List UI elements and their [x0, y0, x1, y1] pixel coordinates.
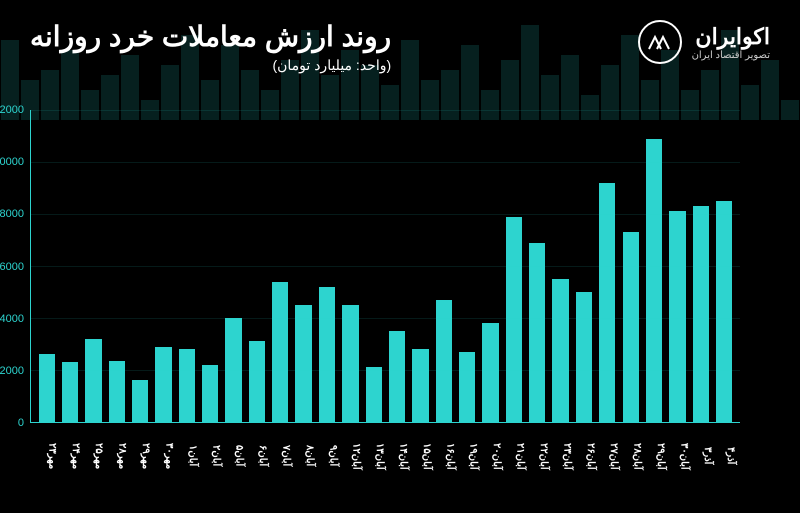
bar — [85, 339, 101, 422]
bar — [132, 380, 148, 422]
x-tick-label: آبان۵ — [221, 423, 244, 483]
bar — [366, 367, 382, 422]
bar — [482, 323, 498, 422]
x-tick-label: آبان۲۰ — [479, 423, 502, 483]
bar — [39, 354, 55, 422]
x-tick-label: آبان۳۰ — [666, 423, 689, 483]
x-tick-label: مهر۲۹ — [128, 423, 151, 483]
logo: اکوایران تصویر اقتصاد ایران — [638, 20, 770, 64]
chart-title: روند ارزش معاملات خرد روزانه — [30, 20, 391, 53]
bar — [669, 211, 685, 422]
x-tick-label: آذر۳ — [689, 423, 712, 483]
x-tick-label: مهر۲۵ — [81, 423, 104, 483]
x-tick-label: آبان۱۶ — [432, 423, 455, 483]
bar — [646, 139, 662, 422]
chart-subtitle: (واحد: میلیارد تومان) — [30, 57, 391, 74]
bar — [202, 365, 218, 422]
x-tick-label: آبان۶ — [245, 423, 268, 483]
bar — [179, 349, 195, 422]
x-tick-label: آبان۲۸ — [619, 423, 642, 483]
x-tick-label: آبان۱۵ — [409, 423, 432, 483]
x-tick-label: آبان۱۴ — [385, 423, 408, 483]
bar — [623, 232, 639, 422]
bar — [506, 217, 522, 422]
y-tick-label: 10000 — [0, 156, 24, 168]
x-axis: مهر۲۳مهر۲۴مهر۲۵مهر۲۸مهر۲۹مهر۳۰آبان۱آبان۲… — [30, 423, 740, 483]
x-tick-label: آبان۱ — [174, 423, 197, 483]
x-tick-label: آبان۲۱ — [502, 423, 525, 483]
bar — [576, 292, 592, 422]
x-tick-label: آبان۱۳ — [362, 423, 385, 483]
x-tick-label: آبان۷ — [268, 423, 291, 483]
bar — [155, 347, 171, 422]
x-tick-label: آبان۲۶ — [572, 423, 595, 483]
logo-tagline: تصویر اقتصاد ایران — [692, 50, 770, 61]
header: اکوایران تصویر اقتصاد ایران روند ارزش مع… — [0, 0, 800, 74]
y-tick-label: 6000 — [0, 261, 24, 273]
logo-icon — [638, 20, 682, 64]
x-tick-label: مهر۳۰ — [151, 423, 174, 483]
y-tick-label: 2000 — [0, 365, 24, 377]
x-tick-label: آبان۲۷ — [596, 423, 619, 483]
bar — [529, 243, 545, 422]
x-tick-label: مهر۲۳ — [34, 423, 57, 483]
logo-name: اکوایران — [692, 24, 770, 50]
x-tick-label: آبان۸ — [291, 423, 314, 483]
bar — [716, 201, 732, 422]
x-tick-label: آبان۲۲ — [526, 423, 549, 483]
y-axis: 020004000600080001000012000 — [0, 110, 30, 423]
x-tick-label: آبان۲ — [198, 423, 221, 483]
x-tick-label: مهر۲۴ — [57, 423, 80, 483]
y-tick-label: 4000 — [0, 313, 24, 325]
bar — [552, 279, 568, 422]
bar — [389, 331, 405, 422]
bar — [693, 206, 709, 422]
x-tick-label: مهر۲۸ — [104, 423, 127, 483]
bar — [599, 183, 615, 422]
y-tick-label: 12000 — [0, 104, 24, 116]
plot-area — [30, 110, 740, 423]
bar — [342, 305, 358, 422]
y-tick-label: 0 — [18, 417, 24, 429]
bar — [295, 305, 311, 422]
bar — [459, 352, 475, 422]
x-tick-label: آذر۴ — [713, 423, 736, 483]
x-tick-label: آبان۲۳ — [549, 423, 572, 483]
x-tick-label: آبان۲۹ — [643, 423, 666, 483]
x-tick-label: آبان۱۹ — [455, 423, 478, 483]
bar — [272, 282, 288, 422]
bar — [62, 362, 78, 422]
y-tick-label: 8000 — [0, 208, 24, 220]
chart: 020004000600080001000012000 مهر۲۳مهر۲۴مه… — [30, 110, 740, 483]
bar — [319, 287, 335, 422]
x-tick-label: آبان۱۲ — [338, 423, 361, 483]
bar — [249, 341, 265, 422]
bar — [412, 349, 428, 422]
x-tick-label: آبان۹ — [315, 423, 338, 483]
